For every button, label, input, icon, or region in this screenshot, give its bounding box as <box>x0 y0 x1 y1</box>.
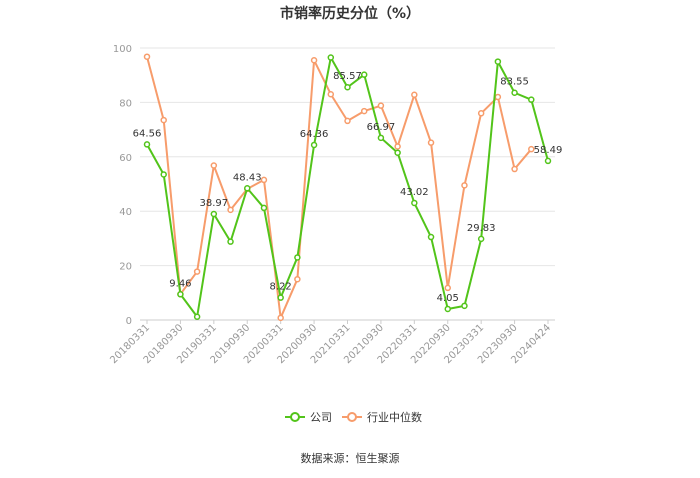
data-label: 66.97 <box>367 122 396 133</box>
data-point[interactable] <box>160 116 167 124</box>
data-point[interactable] <box>411 91 418 99</box>
data-point[interactable] <box>244 185 251 192</box>
data-point[interactable] <box>260 204 268 212</box>
data-point[interactable] <box>511 89 518 96</box>
data-point[interactable] <box>461 182 468 189</box>
data-label: 4.05 <box>437 293 459 304</box>
data-point[interactable] <box>143 53 151 60</box>
y-tick-label: 0 <box>126 316 132 327</box>
data-point[interactable] <box>310 141 318 149</box>
data-point[interactable] <box>427 233 435 241</box>
data-point[interactable] <box>477 235 485 243</box>
series-company <box>143 54 552 320</box>
data-point[interactable] <box>377 134 385 142</box>
data-point[interactable] <box>511 165 518 173</box>
series-industry-median <box>143 53 535 322</box>
data-point[interactable] <box>427 139 435 146</box>
data-point[interactable] <box>310 56 318 64</box>
legend-industry-median-label: 行业中位数 <box>367 410 422 424</box>
y-tick-label: 40 <box>119 207 132 218</box>
data-point[interactable] <box>444 305 451 313</box>
data-point[interactable] <box>494 93 502 101</box>
y-tick-label: 60 <box>119 153 132 164</box>
data-point[interactable] <box>210 162 218 169</box>
data-point[interactable] <box>528 96 535 103</box>
legend-item-industry-median[interactable]: 行业中位数 <box>342 410 422 424</box>
x-axis: 2018033120180930201903312019093020200331… <box>108 319 555 366</box>
data-point[interactable] <box>177 291 184 298</box>
data-point[interactable] <box>477 110 485 117</box>
data-point[interactable] <box>294 254 301 261</box>
data-point[interactable] <box>394 149 401 156</box>
data-point[interactable] <box>193 313 201 320</box>
data-label: 83.55 <box>500 77 529 88</box>
data-label: 29.83 <box>467 223 496 234</box>
data-point[interactable] <box>277 314 284 322</box>
data-point[interactable] <box>394 143 401 150</box>
data-label: 64.56 <box>133 128 162 139</box>
data-label: 58.49 <box>534 145 563 156</box>
data-point[interactable] <box>143 141 151 148</box>
source-note: 数据来源：恒生聚源 <box>301 451 400 465</box>
data-point[interactable] <box>494 58 502 65</box>
legend-item-company[interactable]: 公司 <box>285 411 332 424</box>
data-point[interactable] <box>461 302 468 310</box>
data-point[interactable] <box>294 275 301 283</box>
data-label: 48.43 <box>233 172 262 183</box>
data-point[interactable] <box>344 117 351 125</box>
data-label: 38.97 <box>200 198 229 209</box>
y-tick-label: 20 <box>119 262 132 273</box>
data-labels: 64.56 9.46 38.97 48.43 8.22 64.36 85.57 66.97 43… <box>133 71 563 304</box>
data-point[interactable] <box>227 238 234 245</box>
series-layer <box>143 53 552 322</box>
legend: 公司 行业中位数 <box>285 410 422 424</box>
data-point[interactable] <box>327 90 335 98</box>
data-point[interactable] <box>528 145 535 153</box>
data-point[interactable] <box>360 71 368 78</box>
series-line <box>146 56 533 319</box>
data-label: 8.22 <box>270 282 292 293</box>
data-point[interactable] <box>377 102 385 109</box>
data-point[interactable] <box>210 210 218 218</box>
data-point[interactable] <box>411 199 418 207</box>
data-point[interactable] <box>327 54 335 61</box>
data-point[interactable] <box>193 268 201 275</box>
data-label: 85.57 <box>333 71 362 82</box>
y-axis: 0 20 40 60 80 100 <box>113 44 132 327</box>
data-point[interactable] <box>260 176 268 184</box>
data-label: 43.02 <box>400 187 429 198</box>
data-point[interactable] <box>160 171 167 178</box>
series-line <box>146 56 549 318</box>
legend-company-label: 公司 <box>310 411 332 424</box>
y-tick-label: 80 <box>119 98 132 109</box>
data-point[interactable] <box>277 294 284 301</box>
legend-industry-median-marker <box>347 412 357 422</box>
data-point[interactable] <box>444 284 451 292</box>
y-tick-label: 100 <box>113 44 132 55</box>
data-label: 9.46 <box>169 278 191 289</box>
data-point[interactable] <box>360 107 368 115</box>
data-point[interactable] <box>544 157 552 165</box>
data-point[interactable] <box>344 83 351 91</box>
data-point[interactable] <box>227 206 234 214</box>
data-label: 64.36 <box>300 129 329 140</box>
legend-company-marker <box>290 412 300 422</box>
chart-title: 市销率历史分位（%） <box>280 5 420 22</box>
